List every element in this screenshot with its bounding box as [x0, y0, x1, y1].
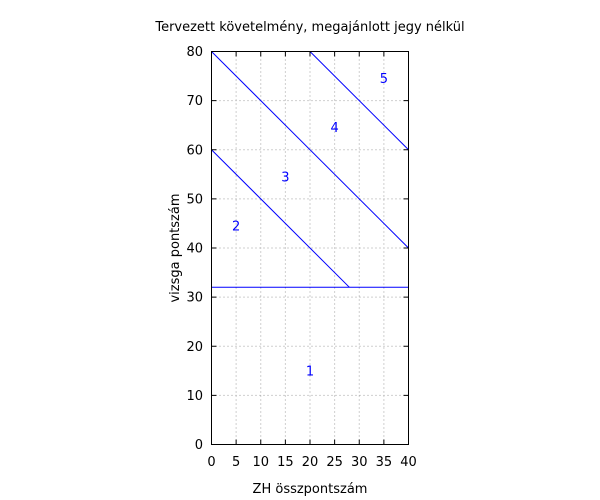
y-tick-label: 40: [186, 242, 203, 257]
x-tick-label: 15: [277, 455, 294, 470]
series-lines: [211, 51, 409, 288]
region-labels: 1 2 3 4 5: [232, 72, 388, 379]
y-tick-label: 0: [195, 438, 203, 453]
region-label-1: 1: [306, 364, 314, 379]
region-label-3: 3: [281, 170, 289, 185]
y-tick-label: 70: [186, 94, 203, 109]
x-tick-label: 10: [252, 455, 269, 470]
y-tick-label: 20: [186, 340, 203, 355]
x-tick-label: 40: [400, 455, 417, 470]
x-tick-label: 5: [232, 455, 240, 470]
x-tick-label: 0: [207, 455, 215, 470]
chart-title: Tervezett követelmény, megajánlott jegy …: [154, 20, 464, 35]
x-tick-labels: 0 5 10 15 20 25 30 35 40: [207, 455, 416, 470]
y-tick-label: 60: [186, 143, 203, 158]
x-axis-label: ZH összpontszám: [253, 482, 368, 497]
x-tick-label: 30: [351, 455, 368, 470]
x-tick-label: 25: [326, 455, 343, 470]
y-tick-label: 50: [186, 192, 203, 207]
region-label-4: 4: [330, 121, 338, 136]
y-tick-label: 30: [186, 291, 203, 306]
x-tick-label: 20: [302, 455, 319, 470]
axis-ticks: [211, 51, 409, 445]
y-tick-label: 10: [186, 389, 203, 404]
y-axis-label: vizsga pontszám: [168, 193, 183, 302]
y-tick-labels: 0 10 20 30 40 50 60 70 80: [186, 45, 203, 453]
x-tick-label: 35: [376, 455, 393, 470]
boundary-line-2: [211, 149, 350, 288]
region-label-2: 2: [232, 219, 240, 234]
boundary-line-3: [211, 51, 409, 249]
boundary-line-4: [309, 51, 409, 151]
region-label-5: 5: [380, 72, 388, 87]
y-tick-label: 80: [186, 45, 203, 60]
